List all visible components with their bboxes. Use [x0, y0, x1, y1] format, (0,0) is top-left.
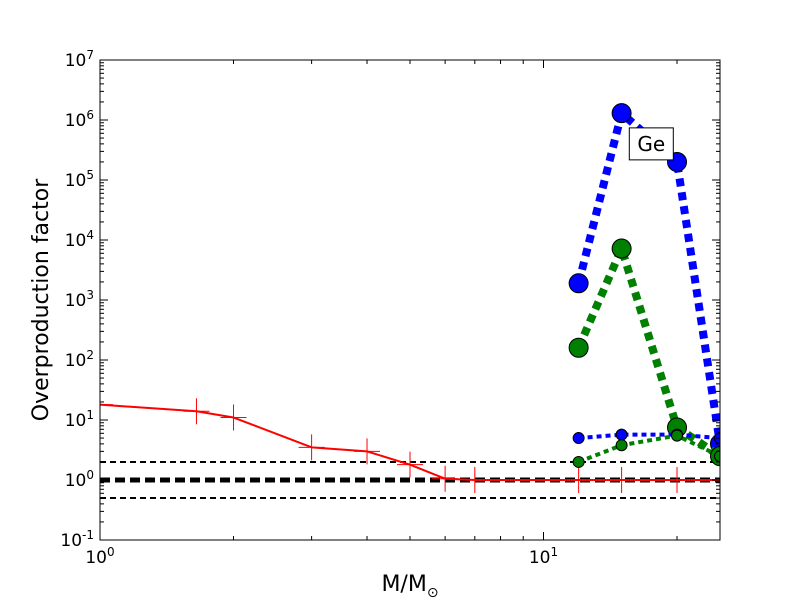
series-line	[574, 109, 720, 445]
data-point	[220, 404, 247, 431]
y-tick-label: 104	[65, 228, 94, 251]
y-axis-label: Overproduction factor	[29, 178, 54, 421]
y-tick-label: 106	[65, 108, 94, 131]
y-tick-label: 100	[65, 468, 94, 491]
annotation-layer: Ge	[628, 127, 674, 161]
data-point	[432, 465, 459, 492]
data-point	[671, 429, 684, 442]
x-tick-label: 101	[529, 545, 558, 568]
data-point	[608, 467, 635, 493]
data-point	[615, 428, 628, 441]
data-point	[298, 434, 325, 461]
y-tick-label: 107	[65, 48, 94, 71]
data-point	[572, 432, 585, 445]
data-point	[568, 273, 589, 294]
x-axis-label: M/M⊙	[381, 572, 438, 600]
data-point	[568, 337, 589, 358]
plot-area	[100, 103, 720, 500]
data-point	[615, 439, 628, 452]
data-point	[100, 391, 113, 418]
data-point	[611, 103, 632, 124]
data-point	[461, 467, 488, 493]
annotation-box	[628, 127, 674, 161]
data-point	[572, 455, 585, 468]
data-point	[397, 451, 423, 478]
y-tick-label: 103	[65, 288, 94, 311]
series-line	[574, 244, 720, 460]
data-point	[565, 467, 592, 493]
series-line	[577, 433, 720, 464]
y-tick-label: 105	[65, 168, 94, 191]
data-point	[354, 438, 381, 465]
data-point	[664, 467, 691, 493]
data-point	[611, 238, 632, 259]
y-tick-label: 102	[65, 348, 94, 371]
data-point	[707, 467, 720, 493]
annotation-label: Ge	[637, 132, 665, 156]
x-tick-label: 100	[85, 545, 114, 568]
y-tick-label: 10-1	[60, 528, 94, 551]
data-point	[183, 398, 210, 425]
series-line	[578, 432, 720, 441]
y-tick-label: 101	[65, 408, 94, 431]
data-point	[714, 450, 720, 463]
